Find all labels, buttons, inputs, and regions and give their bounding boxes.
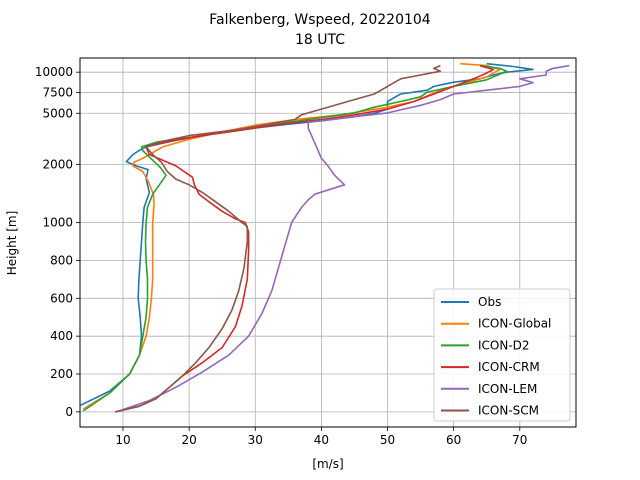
legend-label-obs: Obs bbox=[478, 295, 501, 309]
y-tick-label: 5000 bbox=[42, 106, 73, 120]
x-tick-label: 10 bbox=[115, 433, 130, 447]
legend-label-icon-global: ICON-Global bbox=[478, 317, 551, 331]
legend: Obs ICON-Global ICON-D2 ICON-CRM ICON-LEM ICO… bbox=[433, 288, 571, 422]
y-axis-label: Height [m] bbox=[5, 211, 19, 276]
chart-subtitle: 18 UTC bbox=[295, 32, 345, 48]
legend-label-icon-d2: ICON-D2 bbox=[478, 338, 530, 352]
chart-title: Falkenberg, Wspeed, 20220104 bbox=[209, 12, 431, 28]
y-tick-label: 7500 bbox=[42, 85, 73, 99]
series-line-icon-lem bbox=[116, 64, 570, 413]
y-tick-label: 600 bbox=[50, 291, 73, 305]
y-tick-label: 400 bbox=[50, 329, 73, 343]
x-tick-label: 50 bbox=[380, 433, 395, 447]
y-tick-label: 200 bbox=[50, 367, 73, 381]
legend-label-icon-scm: ICON-SCM bbox=[478, 404, 539, 418]
plot-frame bbox=[79, 57, 577, 428]
x-tick-label: 30 bbox=[248, 433, 263, 447]
series-lines bbox=[80, 62, 570, 413]
x-axis-ticks: 10 20 30 40 50 60 70 bbox=[115, 427, 527, 447]
x-tick-label: 40 bbox=[314, 433, 329, 447]
y-tick-label: 800 bbox=[50, 253, 73, 267]
series-line-icon-scm bbox=[114, 64, 442, 413]
y-tick-label: 2000 bbox=[42, 157, 73, 171]
series-line-icon-d2 bbox=[82, 64, 508, 412]
y-tick-label: 0 bbox=[65, 405, 73, 419]
x-tick-label: 70 bbox=[512, 433, 527, 447]
x-axis-label: [m/s] bbox=[312, 457, 343, 471]
series-line-icon-crm bbox=[114, 65, 495, 413]
x-tick-label: 20 bbox=[181, 433, 196, 447]
legend-label-icon-lem: ICON-LEM bbox=[478, 382, 537, 396]
axes bbox=[79, 57, 577, 428]
y-axis-ticks: 0 200 400 600 800 1000 2000 5000 7500 10000 bbox=[35, 65, 80, 419]
y-tick-label: 10000 bbox=[35, 65, 73, 79]
legend-label-icon-crm: ICON-CRM bbox=[478, 360, 540, 374]
legend-box bbox=[433, 288, 571, 422]
y-tick-label: 1000 bbox=[42, 216, 73, 230]
grid bbox=[80, 58, 576, 427]
x-tick-label: 60 bbox=[446, 433, 461, 447]
